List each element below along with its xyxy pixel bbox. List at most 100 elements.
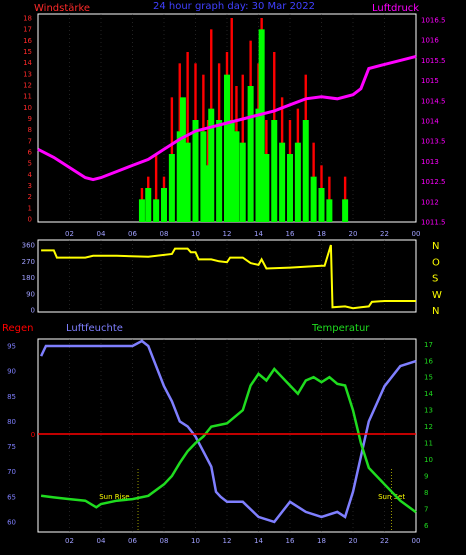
- x-tick-label: 10: [191, 537, 200, 545]
- x-tick-label: 04: [97, 537, 106, 545]
- y-tick-label: 16: [424, 357, 433, 365]
- average-bar: [224, 74, 230, 223]
- compass-label: N: [432, 241, 439, 252]
- y-tick-label: 70: [7, 468, 16, 476]
- y-tick-label: 6: [28, 149, 33, 157]
- average-bar: [310, 176, 317, 222]
- average-bar: [294, 142, 301, 222]
- y-tick-label: 8: [28, 126, 32, 134]
- average-bar: [258, 29, 265, 223]
- x-tick-label: 08: [160, 230, 169, 238]
- y-tick-label: 14: [23, 59, 32, 67]
- y-tick-label: 7: [28, 137, 32, 145]
- wind-speed-label: Windstärke: [34, 3, 90, 14]
- y-tick-label: 1014: [421, 118, 439, 126]
- x-tick-label: 10: [191, 230, 200, 238]
- x-tick-label: 00: [412, 537, 421, 545]
- y-tick-label: 1014.5: [421, 97, 446, 105]
- average-bar: [342, 199, 349, 222]
- y-tick-label: 9: [28, 115, 32, 123]
- x-tick-label: 02: [65, 537, 74, 545]
- wind-pressure-panel: 01234567891011121314151617181011.5101210…: [23, 13, 446, 238]
- y-tick-label: 4: [28, 171, 33, 179]
- temperature-line: [40, 367, 417, 514]
- x-tick-label: 14: [254, 230, 263, 238]
- average-bar: [271, 120, 278, 222]
- y-tick-label: 0: [31, 307, 35, 315]
- x-tick-label: 20: [349, 537, 358, 545]
- average-bar: [279, 142, 286, 222]
- average-bar: [255, 108, 262, 222]
- average-bar: [153, 199, 160, 222]
- y-tick-label: 11: [424, 440, 433, 448]
- temperature-label: Temperatur: [311, 323, 370, 334]
- x-tick-label: 04: [97, 230, 106, 238]
- compass-label: S: [432, 274, 438, 285]
- sunset-annotation: Sun Set: [378, 493, 405, 501]
- y-tick-label: 1016: [421, 37, 439, 45]
- average-bar: [216, 120, 223, 222]
- average-bar: [205, 165, 212, 222]
- y-tick-label: 60: [7, 518, 16, 526]
- average-bar: [138, 199, 145, 222]
- y-tick-label: 16: [23, 37, 32, 45]
- pressure-label: Luftdruck: [372, 3, 419, 14]
- y-tick-label: 1012.5: [421, 178, 446, 186]
- rain-tick-label: 0: [31, 431, 35, 439]
- y-tick-label: 13: [424, 407, 433, 415]
- y-tick-label: 15: [424, 374, 433, 382]
- y-tick-label: 1013.5: [421, 138, 446, 146]
- y-tick-label: 3: [28, 182, 32, 190]
- humidity-line: [39, 339, 417, 524]
- average-bar: [145, 188, 152, 222]
- x-tick-label: 12: [223, 537, 232, 545]
- average-bar: [233, 131, 240, 222]
- y-tick-label: 1: [28, 204, 32, 212]
- average-bar: [263, 154, 270, 222]
- direction-line: [41, 244, 416, 310]
- x-tick-label: 06: [128, 230, 137, 238]
- compass-label: O: [432, 257, 440, 268]
- x-tick-label: 18: [317, 537, 326, 545]
- average-bar: [287, 154, 293, 222]
- compass-label: W: [432, 290, 442, 301]
- x-tick-label: 16: [286, 230, 295, 238]
- x-tick-label: 12: [223, 230, 232, 238]
- x-tick-label: 00: [412, 230, 421, 238]
- x-tick-label: 06: [128, 537, 137, 545]
- average-bar: [192, 120, 199, 222]
- y-tick-label: 90: [7, 368, 16, 376]
- y-tick-label: 1013: [421, 158, 439, 166]
- y-tick-label: 17: [424, 341, 433, 349]
- rain-label: Regen: [2, 323, 34, 334]
- y-tick-label: 6: [424, 522, 429, 530]
- y-tick-label: 80: [7, 418, 16, 426]
- x-tick-label: 08: [160, 537, 169, 545]
- average-bar: [228, 120, 235, 222]
- average-bar: [179, 97, 186, 222]
- y-tick-label: 12: [424, 423, 433, 431]
- y-tick-label: 1016.5: [421, 17, 446, 25]
- y-tick-label: 95: [7, 343, 16, 351]
- average-bar: [247, 86, 254, 222]
- compass-label: N: [432, 306, 439, 317]
- average-bar: [208, 108, 215, 222]
- y-tick-label: 10: [424, 456, 433, 464]
- y-tick-label: 15: [23, 48, 32, 56]
- pressure-line: [37, 54, 417, 182]
- y-tick-label: 65: [7, 493, 16, 501]
- y-tick-label: 2: [28, 193, 32, 201]
- y-tick-label: 75: [7, 443, 16, 451]
- y-tick-label: 7: [424, 505, 428, 513]
- average-bar: [161, 188, 167, 222]
- humidity-label: Luftfeuchte: [66, 323, 123, 334]
- x-tick-label: 20: [349, 230, 358, 238]
- y-tick-label: 1015.5: [421, 57, 446, 65]
- average-bar: [239, 142, 246, 222]
- y-tick-label: 85: [7, 393, 16, 401]
- y-tick-label: 90: [26, 290, 35, 298]
- y-tick-label: 10: [23, 104, 32, 112]
- y-tick-label: 8: [424, 489, 428, 497]
- average-bar: [168, 154, 175, 222]
